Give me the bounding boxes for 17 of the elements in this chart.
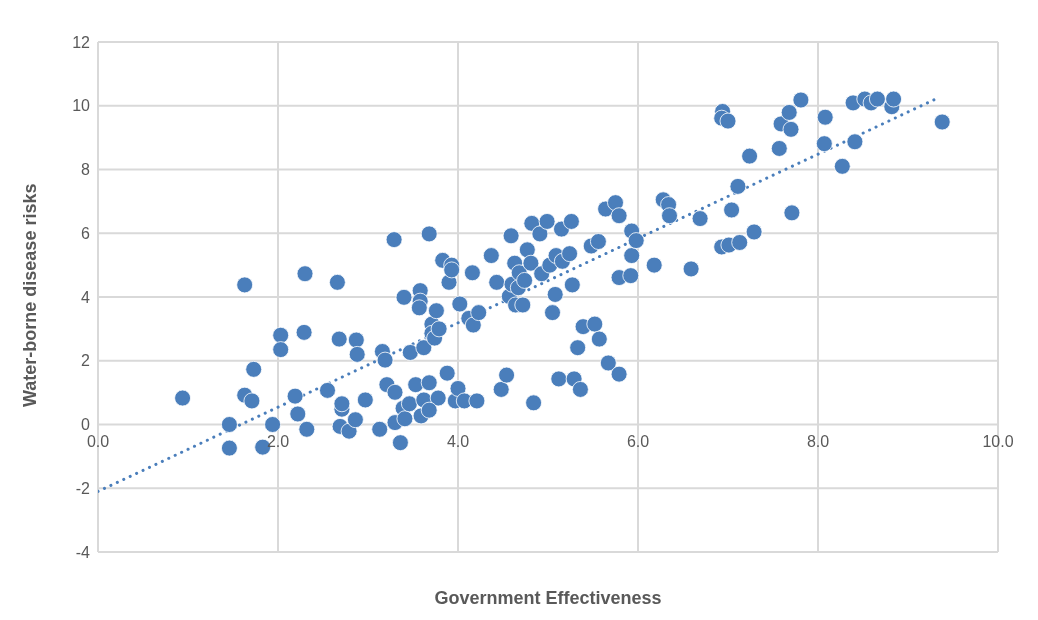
y-tick-label: -4 bbox=[75, 543, 91, 561]
y-tick-label: 2 bbox=[81, 352, 91, 370]
y-tick-label: 6 bbox=[81, 224, 91, 242]
x-tick-label: 2.0 bbox=[266, 432, 290, 450]
x-tick-label: 8.0 bbox=[806, 432, 830, 450]
y-tick-label: 0 bbox=[81, 416, 91, 434]
x-tick-label: 6.0 bbox=[626, 432, 650, 450]
y-axis-title: Water-borne disease risks bbox=[20, 183, 41, 407]
x-axis-title: Government Effectiveness bbox=[434, 588, 662, 608]
y-tick-label: 4 bbox=[81, 288, 91, 306]
y-tick-label: 12 bbox=[72, 33, 91, 51]
x-tick-label: 10.0 bbox=[982, 432, 1014, 450]
y-tick-label: 10 bbox=[72, 97, 91, 115]
x-tick-label: 0.0 bbox=[86, 432, 110, 450]
y-tick-label: 8 bbox=[81, 161, 91, 179]
x-tick-label: 4.0 bbox=[446, 432, 470, 450]
y-tick-label: -2 bbox=[75, 479, 91, 497]
